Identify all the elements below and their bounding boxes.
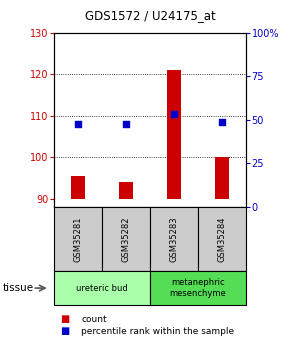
Bar [198,207,246,271]
Bar [167,70,181,199]
Text: count: count [81,315,106,324]
Text: metanephric
mesenchyme: metanephric mesenchyme [169,278,226,298]
Point [76,121,80,127]
Text: percentile rank within the sample: percentile rank within the sample [81,327,234,336]
Bar [215,157,229,199]
Point [172,111,176,116]
Text: ■: ■ [60,326,69,336]
Bar [71,176,85,199]
Text: GSM35281: GSM35281 [74,216,82,262]
Bar [54,271,150,305]
Point [124,121,128,127]
Bar [119,182,133,199]
Text: ■: ■ [60,314,69,324]
Text: GSM35282: GSM35282 [122,216,130,262]
Bar [150,271,246,305]
Text: tissue: tissue [3,283,34,293]
Text: ureteric bud: ureteric bud [76,284,128,293]
Text: GDS1572 / U24175_at: GDS1572 / U24175_at [85,9,215,22]
Text: GSM35284: GSM35284 [218,216,226,262]
Text: GSM35283: GSM35283 [169,216,178,262]
Bar [102,207,150,271]
Bar [150,207,198,271]
Point [220,119,224,125]
Bar [54,207,102,271]
